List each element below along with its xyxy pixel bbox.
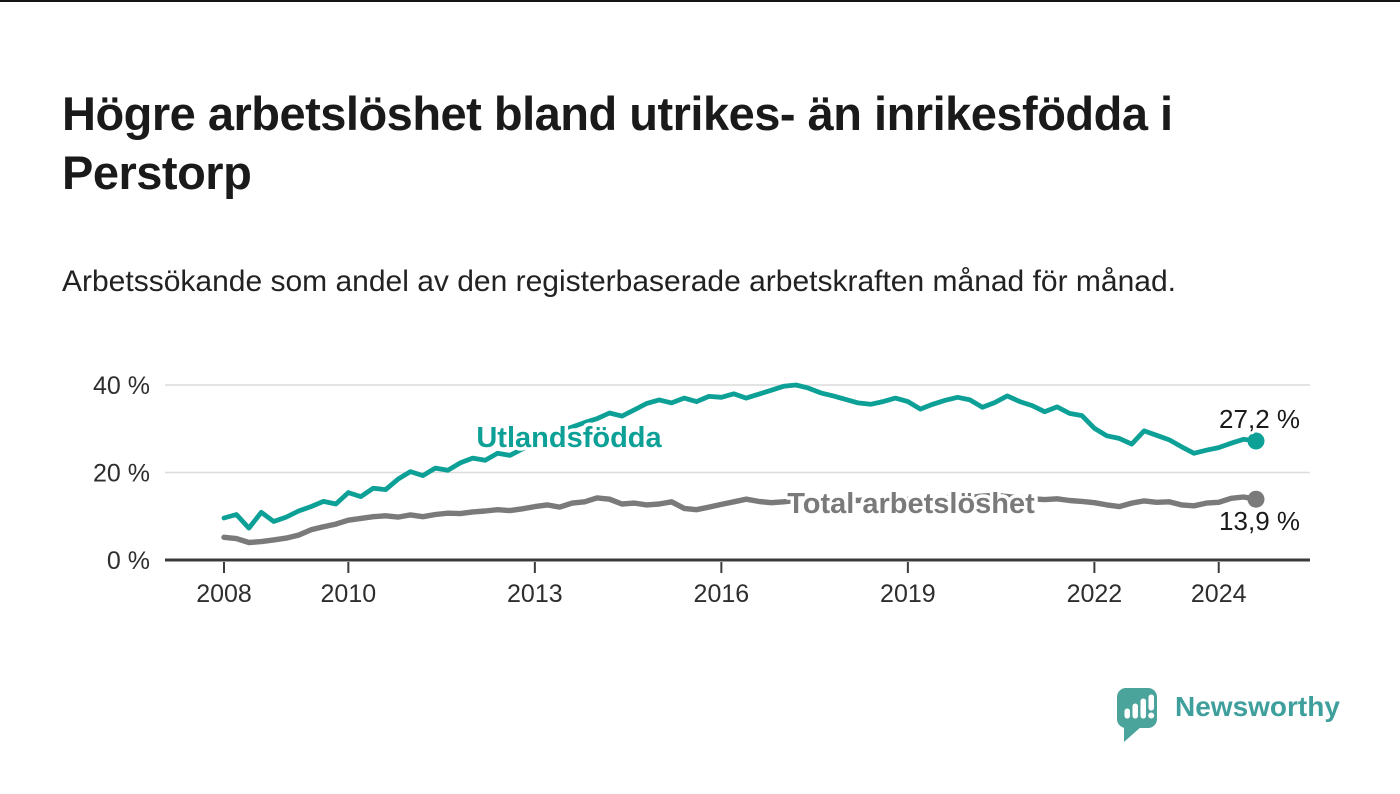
total-arbetsloshet-end-dot <box>1247 490 1265 508</box>
top-border-rule <box>0 0 1400 2</box>
utlandsfodda-line <box>221 382 1259 531</box>
utlandsfodda-end-value: 27,2 % <box>1219 404 1300 434</box>
xtick-label: 2016 <box>694 580 750 608</box>
gridlines <box>165 384 1310 474</box>
xtick-label: 2022 <box>1067 580 1123 608</box>
newsworthy-logo-icon <box>1117 688 1157 742</box>
ytick-label: 20 % <box>93 460 150 488</box>
xtick-label: 2019 <box>880 580 936 608</box>
ytick-label: 40 % <box>93 372 150 400</box>
logo-bar-small <box>1124 708 1130 719</box>
chart-subtitle: Arbetssökande som andel av den registerb… <box>62 265 1176 298</box>
xtick-label: 2024 <box>1191 580 1247 608</box>
logo-exclamation-bar <box>1148 694 1154 711</box>
total-arbetsloshet-line <box>221 492 1259 546</box>
logo-exclamation-dot <box>1148 712 1155 719</box>
newsworthy-brand: Newsworthy <box>1115 686 1340 744</box>
y-axis-tick-labels: 0 % 20 % 40 % <box>93 372 150 575</box>
utlandsfodda-series-label: Utlandsfödda <box>476 422 662 454</box>
ytick-label: 0 % <box>107 547 150 575</box>
logo-bar-medium <box>1132 703 1138 719</box>
page-title: Högre arbetslöshet bland utrikes- än inr… <box>62 87 1173 199</box>
total-arbetsloshet-series-label: Total arbetslöshet <box>787 488 1035 520</box>
xtick-label: 2008 <box>196 580 252 608</box>
x-axis-ticks: 2008 2010 2013 2016 2019 2022 2024 <box>196 562 1247 608</box>
logo-bar-tall <box>1140 698 1146 719</box>
total-arbetsloshet-end-value: 13,9 % <box>1219 506 1300 536</box>
newsworthy-wordmark: Newsworthy <box>1175 691 1340 722</box>
xtick-label: 2013 <box>507 580 563 608</box>
xtick-label: 2010 <box>321 580 377 608</box>
utlandsfodda-end-dot <box>1247 432 1265 450</box>
